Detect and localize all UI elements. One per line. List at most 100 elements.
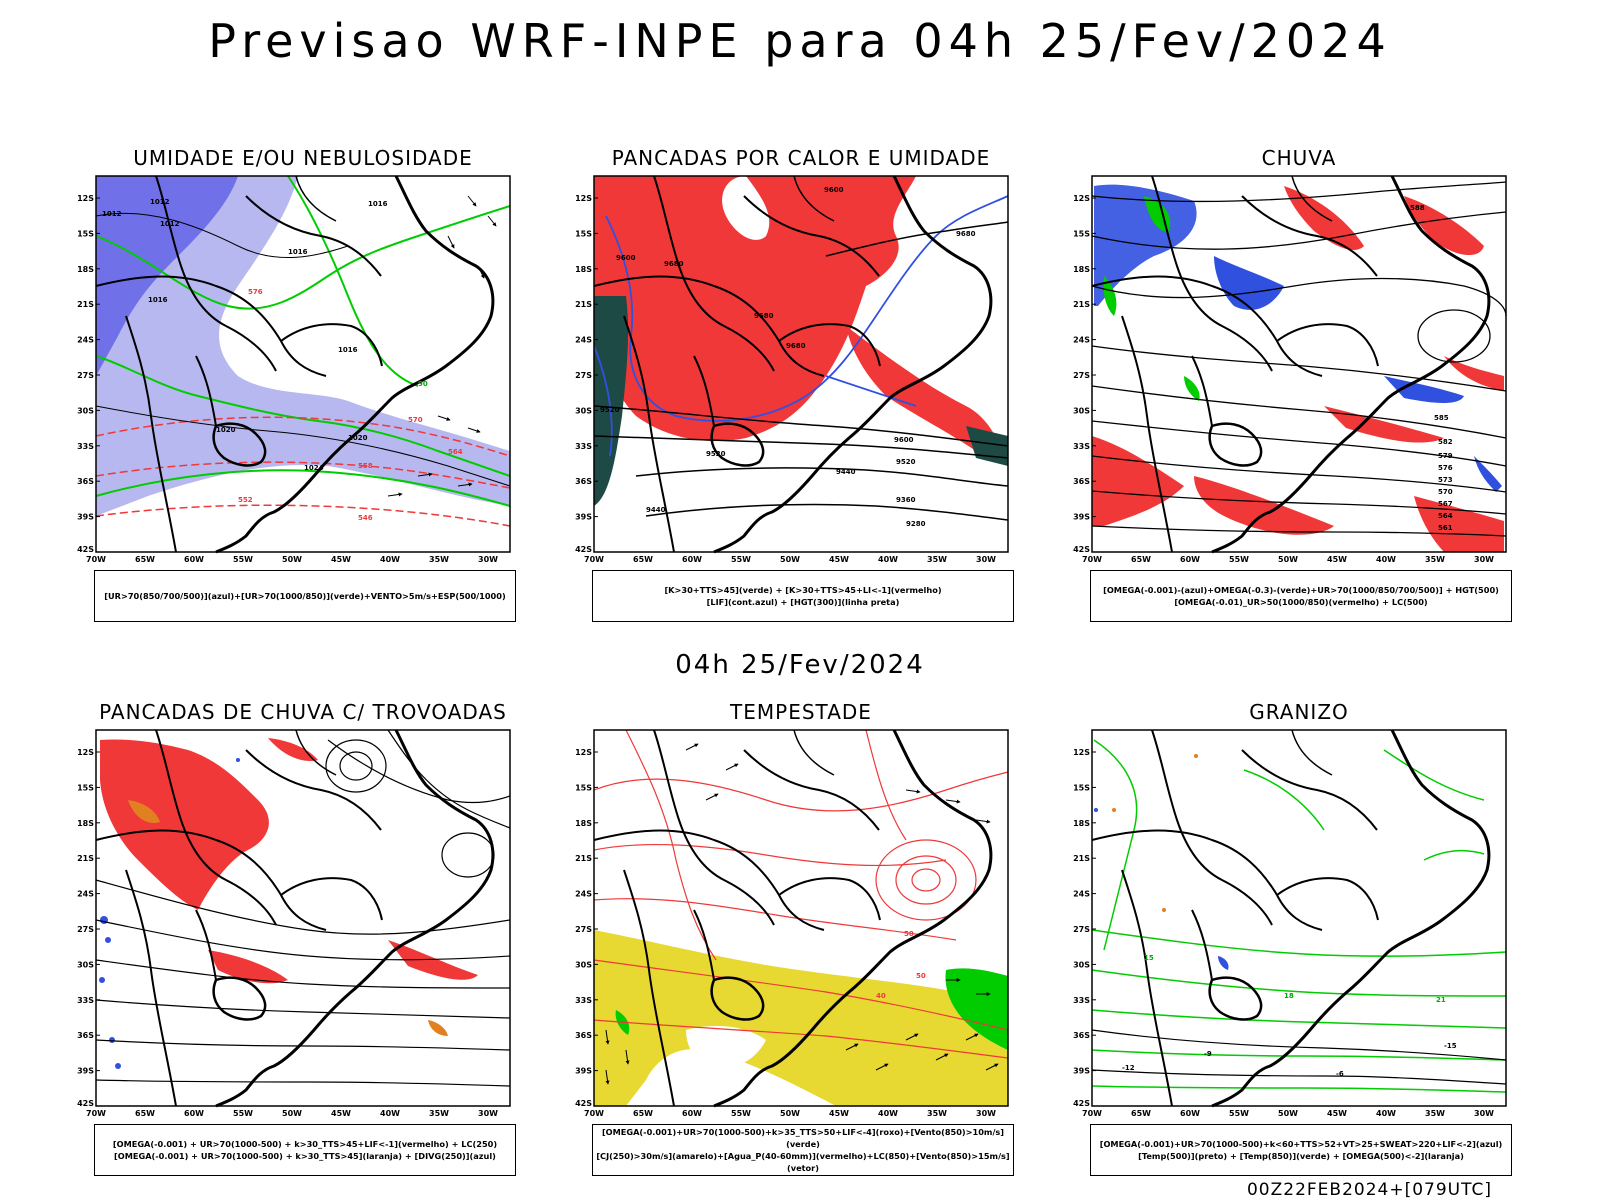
lon-tick-label: 30W — [478, 1109, 498, 1118]
lon-tick-label: 40W — [878, 1109, 898, 1118]
contour-label: 9680 — [786, 342, 806, 350]
lat-tick-label: 24S — [77, 890, 94, 899]
lat-tick-label: 15S — [1073, 229, 1090, 238]
lat-tick-label: 18S — [1073, 265, 1090, 274]
lon-tick-label: 45W — [829, 555, 849, 564]
lat-tick-label: 21S — [77, 300, 94, 309]
lon-tick-label: 70W — [584, 1109, 604, 1118]
lat-tick-label: 12S — [1073, 194, 1090, 203]
panel-title: TEMPESTADE — [730, 700, 872, 724]
contour-label: 50 — [916, 972, 926, 980]
contour-label: 9600 — [616, 254, 636, 262]
legend-line: [OMEGA(-0.001) + UR>70(1000-500) + k>30_… — [112, 1139, 498, 1149]
lon-tick-label: 45W — [829, 1109, 849, 1118]
contour-label: 1012 — [102, 210, 122, 218]
lon-tick-label: 70W — [86, 555, 106, 564]
legend-line: [UR>70(850/700/500)](azul)+[UR>70(1000/8… — [104, 591, 506, 601]
contour-label: 40 — [876, 992, 886, 1000]
map-storm: 50 50 40 12S 15S 18S 21S 24S 27S 30S 33S 36S 39S 4… — [575, 728, 1016, 1118]
lon-tick-label: 65W — [135, 1109, 155, 1118]
lat-tick-label: 42S — [77, 545, 94, 554]
lon-tick-label: 35W — [927, 1109, 947, 1118]
contour-label: 1024 — [304, 464, 324, 472]
contour-label: 558 — [358, 462, 373, 470]
lat-tick-label: 36S — [77, 477, 94, 486]
contour-label: 588 — [1410, 204, 1425, 212]
contour-label: 570 — [408, 416, 423, 424]
legend: [OMEGA(-0.001)+UR>70(1000-500)+k>35_TTS>… — [592, 1124, 1014, 1176]
lon-tick-label: 30W — [1474, 1109, 1494, 1118]
contour-label: 9680 — [956, 230, 976, 238]
lat-tick-label: 27S — [1073, 925, 1090, 934]
legend-line: [LIF](cont.azul) + [HGT(300)](linha pret… — [706, 597, 900, 607]
contour-label: 9520 — [896, 458, 916, 466]
lat-tick-label: 33S — [575, 996, 592, 1005]
legend: [OMEGA(-0.001) + UR>70(1000-500) + k>30_… — [94, 1124, 516, 1176]
legend: [UR>70(850/700/500)](azul)+[UR>70(1000/8… — [94, 570, 516, 622]
lon-tick-label: 60W — [682, 1109, 702, 1118]
contour-label: 1020 — [216, 426, 236, 434]
lat-tick-label: 36S — [1073, 477, 1090, 486]
lat-tick-label: 18S — [1073, 819, 1090, 828]
lat-tick-label: 18S — [575, 265, 592, 274]
blue-humid-area — [96, 176, 238, 376]
lat-tick-label: 33S — [77, 996, 94, 1005]
lat-tick-label: 12S — [575, 748, 592, 757]
contour-label: 1020 — [348, 434, 368, 442]
legend-line: [OMEGA(-0.001)+UR>70(1000-500)+k>35_TTS>… — [601, 1127, 1005, 1149]
legend-line: [OMEGA(-0.001) + UR>70(1000-500) + k>30_… — [114, 1151, 496, 1161]
panel-title: CHUVA — [1261, 146, 1337, 170]
lon-tick-label: 40W — [1376, 1109, 1396, 1118]
lat-tick-label: 24S — [575, 336, 592, 345]
contour-label: 21 — [1436, 996, 1446, 1004]
lat-tick-label: 21S — [575, 854, 592, 863]
lon-tick-label: 30W — [478, 555, 498, 564]
contour-label: 9520 — [706, 450, 726, 458]
contour-label: 570 — [1438, 488, 1453, 496]
contour-label: 567 — [1438, 500, 1453, 508]
lon-tick-label: 55W — [1229, 555, 1249, 564]
lat-tick-label: 33S — [1073, 442, 1090, 451]
lon-tick-label: 50W — [780, 1109, 800, 1118]
lat-tick-label: 18S — [77, 819, 94, 828]
legend-line: [CJ(250)>30m/s](amarelo)+[Agua_P(40-60mm… — [596, 1151, 1010, 1173]
contour-label: 9440 — [646, 506, 666, 514]
contour-label: 9440 — [836, 468, 856, 476]
teal-area — [594, 296, 629, 506]
lat-tick-label: 24S — [1073, 890, 1090, 899]
lon-tick-label: 55W — [233, 555, 253, 564]
lat-tick-label: 42S — [77, 1099, 94, 1108]
lon-tick-label: 50W — [1278, 1109, 1298, 1118]
lat-tick-label: 33S — [575, 442, 592, 451]
contour-label: -15 — [1444, 1042, 1457, 1050]
lat-tick-label: 21S — [1073, 300, 1090, 309]
contour-label: 1016 — [148, 296, 168, 304]
lat-tick-label: 27S — [1073, 371, 1090, 380]
panel-hail: GRANIZO — [1073, 700, 1514, 1190]
lat-tick-label: 12S — [575, 194, 592, 203]
map-thunder-showers: 12S 15S 18S 21S 24S 27S 30S 33S 36S 39S 42S 70W 65W 6… — [77, 728, 518, 1118]
panel-humidity: UMIDADE E/OU NEBULOSIDADE 1 — [77, 146, 518, 636]
legend-line: [K>30+TTS>45](verde) + [K>30+TTS>45+LI<-… — [664, 585, 942, 595]
lon-tick-label: 70W — [1082, 555, 1102, 564]
contour-label: 579 — [1438, 452, 1453, 460]
lat-tick-label: 30S — [1073, 406, 1090, 415]
contour-label: 15 — [1144, 954, 1154, 962]
lon-tick-label: 50W — [1278, 555, 1298, 564]
lon-tick-label: 30W — [976, 555, 996, 564]
map-humidity: 1012 1012 1012 1016 1016 1016 1016 1020 … — [77, 174, 518, 564]
contour-label: 90 — [418, 380, 428, 388]
map-rain: 588 585 582 579 576 573 570 567 564 561 … — [1073, 174, 1514, 564]
contour-label: 585 — [1434, 414, 1449, 422]
wind-850-area — [945, 968, 1008, 1050]
contour-label: 50 — [904, 930, 914, 938]
lon-tick-label: 65W — [633, 555, 653, 564]
contour-label: 1012 — [160, 220, 180, 228]
lat-tick-label: 36S — [77, 1031, 94, 1040]
lat-tick-label: 42S — [575, 1099, 592, 1108]
contour-label: -12 — [1122, 1064, 1135, 1072]
